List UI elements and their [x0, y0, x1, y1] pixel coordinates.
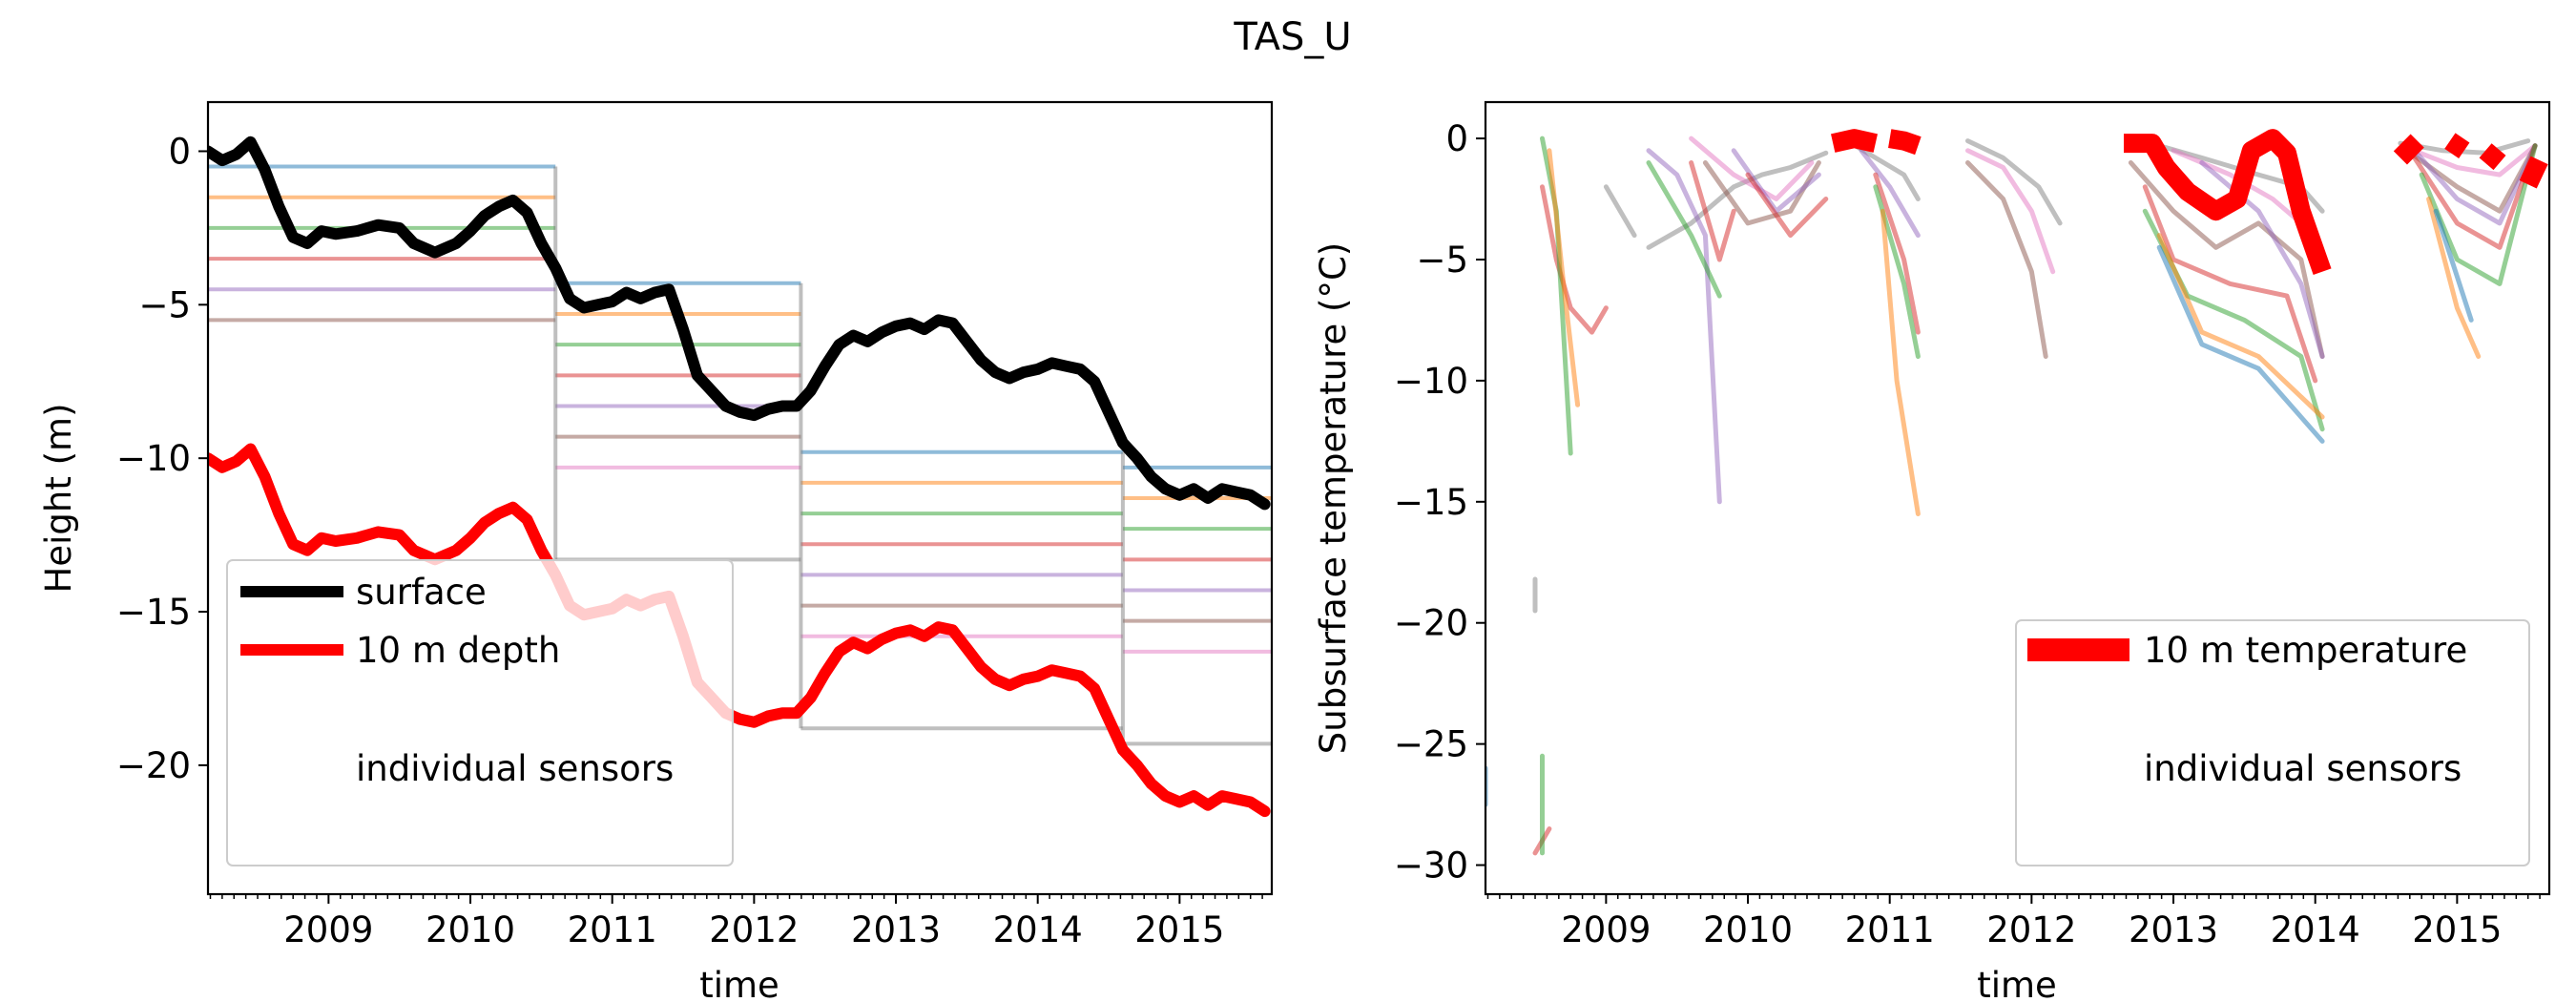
- height-chart-legend: surface 10 m depth individual sensors: [226, 559, 734, 866]
- height-chart-x-tick-label: 2009: [283, 909, 373, 950]
- temperature-chart-y-tick-label: −10: [1394, 361, 1468, 402]
- temperature-chart-sensor-trace: [1859, 148, 1921, 239]
- temperature-chart: 2009 2010 2011 2012 2013 2014 2015 0 −5 −10 −15 −2…: [1313, 100, 2551, 1002]
- temperature-chart-sensor-trace: [2404, 143, 2538, 177]
- height-chart-series-line: [208, 136, 1271, 511]
- temperature-chart-legend-label-sensors: individual sensors: [2144, 748, 2462, 789]
- temperature-chart-x-tick-label: 2015: [2412, 909, 2502, 950]
- temperature-chart-series-line: [1888, 129, 1922, 156]
- temperature-chart-sensor-trace: [1965, 148, 2056, 275]
- height-chart-series: [208, 136, 1271, 818]
- height-chart-legend-box: [226, 559, 734, 866]
- temperature-chart-y-tick-label: −15: [1394, 482, 1468, 523]
- height-chart-y-tick-label: 0: [168, 131, 191, 172]
- height-chart-y-tick-label: −10: [116, 438, 191, 479]
- temperature-chart-y-ticks: 0 −5 −10 −15 −20 −25 −30: [1394, 118, 1485, 887]
- temperature-chart-series: [1831, 129, 2548, 276]
- height-chart-frame: [206, 100, 1274, 896]
- height-chart-y-tick-label: −20: [116, 745, 191, 786]
- temperature-chart-sensor-trace: [2156, 233, 2325, 420]
- temperature-chart-legend-label-temperature: 10 m temperature: [2144, 630, 2467, 671]
- temperature-chart-sensor-trace: [2128, 160, 2325, 359]
- figure-title: TAS_U: [1233, 15, 1351, 59]
- height-chart-series-line: [208, 443, 1271, 818]
- temperature-chart-sensor-trace: [1646, 160, 1722, 299]
- temperature-chart-sensor-trace: [2412, 143, 2538, 250]
- temperature-chart-sensor-trace: [1689, 160, 1736, 262]
- height-chart-x-tick-label: 2011: [568, 909, 657, 950]
- height-chart-y-ticks: 0 −5 −10 −15 −20: [116, 131, 208, 786]
- temperature-chart-sensor-trace: [2426, 197, 2482, 359]
- temperature-chart-x-tick-label: 2012: [1986, 909, 2076, 950]
- temperature-chart-series-line: [2444, 133, 2470, 159]
- height-chart-x-tick-label: 2013: [851, 909, 941, 950]
- temperature-chart-y-tick-label: 0: [1445, 118, 1468, 159]
- temperature-chart-sensor-trace: [2156, 244, 2325, 444]
- temperature-chart-x-ticks: 2009 2010 2011 2012 2013 2014 2015: [1486, 894, 2541, 950]
- temperature-chart-sensor-trace: [1873, 172, 1921, 335]
- height-chart-legend-label-sensors: individual sensors: [356, 748, 674, 789]
- temperature-chart-sensor-trace: [1547, 148, 1581, 407]
- temperature-chart-sensor-trace: [1965, 160, 2048, 359]
- temperature-chart-x-tick-label: 2014: [2271, 909, 2360, 950]
- temperature-chart-sensor-trace: [1965, 138, 2063, 226]
- temperature-chart-sensor-trace: [1603, 184, 1637, 239]
- temperature-chart-x-tick-label: 2010: [1703, 909, 1793, 950]
- temperature-chart-x-tick-label: 2013: [2129, 909, 2218, 950]
- height-chart-x-tick-label: 2015: [1134, 909, 1224, 950]
- height-chart-x-tick-label: 2012: [709, 909, 799, 950]
- temperature-chart-y-label: Subsurface temperature (°C): [1313, 242, 1354, 754]
- temperature-chart-y-tick-label: −5: [1416, 240, 1468, 281]
- temperature-chart-sensor-trace: [2199, 160, 2325, 359]
- temperature-chart-sensor-trace: [2142, 184, 2318, 384]
- temperature-chart-series-line: [1831, 129, 1878, 153]
- temperature-chart-series-line: [2393, 134, 2424, 165]
- height-chart-x-tick-label: 2014: [993, 909, 1083, 950]
- temperature-chart-sensor-trace: [1540, 184, 1609, 335]
- temperature-chart-x-tick-label: 2009: [1561, 909, 1651, 950]
- height-chart-legend-label-surface: surface: [356, 572, 487, 613]
- temperature-chart-legend: 10 m temperature individual sensors: [2015, 619, 2530, 866]
- height-chart-x-tick-label: 2010: [426, 909, 515, 950]
- temperature-chart-frame: [1484, 100, 2551, 896]
- temperature-chart-x-label: time: [1977, 965, 2057, 1002]
- temperature-chart-sensors: [1485, 136, 2538, 856]
- temperature-chart-sensor-trace: [1646, 148, 1722, 505]
- temperature-chart-legend-box: [2015, 619, 2530, 866]
- temperature-chart-x-tick-label: 2011: [1845, 909, 1935, 950]
- temperature-chart-sensor-trace: [2156, 143, 2325, 214]
- temperature-chart-series-line: [2124, 129, 2332, 276]
- height-chart: 2009 2010 2011 2012 2013 2014 2015 0 −5 −10 −15 −2…: [38, 100, 1274, 1002]
- temperature-chart-sensor-trace: [2433, 208, 2474, 323]
- temperature-chart-sensor-trace: [1880, 208, 1921, 516]
- temperature-chart-sensor-trace: [2412, 143, 2538, 226]
- height-chart-y-tick-label: −15: [116, 592, 191, 633]
- temperature-chart-series-line: [2479, 143, 2506, 171]
- height-chart-x-ticks: 2009 2010 2011 2012 2013 2014 2015: [209, 894, 1263, 950]
- temperature-chart-y-tick-label: −25: [1394, 724, 1468, 765]
- temperature-chart-y-tick-label: −30: [1394, 845, 1468, 887]
- temperature-chart-series-line: [2519, 156, 2548, 189]
- height-chart-y-label: Height (m): [38, 404, 79, 594]
- height-chart-legend-label-depth: 10 m depth: [356, 630, 560, 671]
- height-chart-y-tick-label: −5: [138, 284, 191, 325]
- height-chart-x-label: time: [699, 965, 779, 1002]
- temperature-chart-sensor-trace: [1745, 172, 1829, 239]
- temperature-chart-y-tick-label: −20: [1394, 603, 1468, 644]
